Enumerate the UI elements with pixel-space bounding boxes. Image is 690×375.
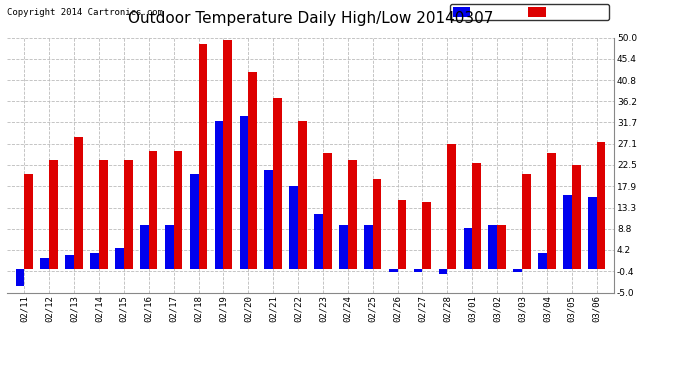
Bar: [497, 225, 506, 269]
Bar: [389, 269, 397, 272]
Bar: [16, 269, 24, 285]
Bar: [538, 253, 547, 269]
Bar: [588, 198, 597, 269]
Bar: [174, 151, 182, 269]
Bar: [513, 269, 522, 272]
Text: Copyright 2014 Cartronics.com: Copyright 2014 Cartronics.com: [7, 8, 163, 17]
Bar: [464, 228, 472, 269]
Bar: [414, 269, 422, 272]
Bar: [597, 142, 605, 269]
Bar: [422, 202, 431, 269]
Bar: [224, 40, 232, 269]
Bar: [298, 121, 307, 269]
Bar: [41, 258, 49, 269]
Bar: [215, 121, 224, 269]
Bar: [547, 153, 555, 269]
Bar: [489, 225, 497, 269]
Bar: [99, 160, 108, 269]
Bar: [364, 225, 373, 269]
Bar: [239, 116, 248, 269]
Bar: [572, 165, 580, 269]
Bar: [397, 200, 406, 269]
Text: Outdoor Temperature Daily High/Low 20140307: Outdoor Temperature Daily High/Low 20140…: [128, 11, 493, 26]
Bar: [373, 179, 382, 269]
Legend: Low  (°F), High  (°F): Low (°F), High (°F): [450, 4, 609, 20]
Bar: [165, 225, 174, 269]
Bar: [563, 195, 572, 269]
Bar: [74, 137, 83, 269]
Bar: [199, 45, 207, 269]
Bar: [66, 255, 74, 269]
Bar: [522, 174, 531, 269]
Bar: [339, 225, 348, 269]
Bar: [90, 253, 99, 269]
Bar: [24, 174, 33, 269]
Bar: [273, 98, 282, 269]
Bar: [149, 151, 157, 269]
Bar: [115, 249, 124, 269]
Bar: [348, 160, 357, 269]
Bar: [323, 153, 332, 269]
Bar: [447, 144, 456, 269]
Bar: [140, 225, 149, 269]
Bar: [472, 163, 481, 269]
Bar: [190, 174, 199, 269]
Bar: [49, 160, 58, 269]
Bar: [124, 160, 132, 269]
Bar: [289, 186, 298, 269]
Bar: [264, 170, 273, 269]
Bar: [248, 72, 257, 269]
Bar: [314, 214, 323, 269]
Bar: [439, 269, 447, 274]
